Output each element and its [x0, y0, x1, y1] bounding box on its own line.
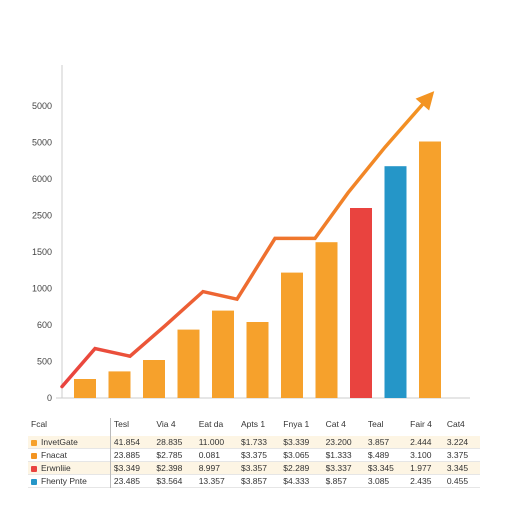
table-header-cell: Teal [367, 419, 384, 429]
table-cell: $3.345 [367, 463, 394, 473]
table-cell: 23.885 [113, 450, 140, 460]
table-header-row: Fcal Tesl Via 4 Eat da Apts 1 Fnya 1 Cat 4 Teal… [28, 418, 480, 436]
trend-line [60, 99, 427, 389]
y-tick-labels: 0 500 600 1000 1500 2500 6000 5000 5000 [32, 101, 52, 403]
table-cell: $3.337 [325, 463, 352, 473]
table-cell: $2.398 [156, 463, 183, 473]
table-header-cell: Tesl [113, 419, 130, 429]
row-label-cell: Fhenty Pnte [28, 474, 111, 488]
table-cell: 2.435 [410, 476, 432, 486]
bar [74, 379, 96, 398]
y-tick-label: 5000 [32, 101, 52, 111]
table-cell: $3.375 [240, 450, 267, 460]
table-body: InvetGate 41.854 28.835 11.000 $1.733 $3.339 2… [28, 436, 480, 488]
table-cell: $3.065 [283, 450, 310, 460]
table-cell: $2.289 [283, 463, 310, 473]
table-cell: 0.455 [446, 476, 469, 486]
table-header-cell: Cat 4 [325, 419, 346, 429]
table-cell: 3.100 [410, 450, 432, 460]
table-header-cell: Apts 1 [240, 419, 266, 429]
table-cell: $.857 [325, 476, 347, 486]
row-label: Fhenty Pnte [41, 476, 87, 486]
legend-swatch [31, 465, 37, 472]
table-cell: 23.485 [113, 476, 140, 486]
bar [177, 329, 200, 398]
table-cell: $3.339 [283, 437, 310, 447]
table-cell: 11.000 [198, 437, 225, 447]
bar [350, 208, 372, 398]
table-cell: 3.224 [446, 437, 469, 447]
table-row: Fhenty Pnte 23.485 $3.564 13.357 $3.857 $4.33… [28, 474, 480, 488]
y-tick-label: 6000 [32, 174, 52, 184]
y-tick-label: 600 [37, 320, 52, 330]
table-cell: 3.857 [367, 437, 390, 447]
table-header-cell: Via 4 [156, 419, 176, 429]
table-cell: 1.977 [410, 463, 432, 473]
table-row: Erwnliie $3.349 $2.398 8.997 $3.357 $2.289 $3.… [28, 461, 480, 475]
table-cell: $2.785 [156, 450, 183, 460]
table-cell: 3.375 [446, 450, 469, 460]
table-header-cell: Fcal [28, 418, 111, 436]
table-cell: 28.835 [156, 437, 183, 447]
table-header-cell: Eat da [198, 419, 224, 429]
table-header-cell: Fnya 1 [283, 419, 310, 429]
y-tick-label: 1000 [32, 284, 52, 294]
bar [108, 371, 131, 398]
row-label: InvetGate [41, 437, 78, 447]
bar [143, 360, 165, 398]
table-cell: $3.564 [156, 476, 183, 486]
table-cell: 13.357 [198, 476, 225, 486]
table-row: Fnacat 23.885 $2.785 0.081 $3.375 $3.065 $1.33… [28, 448, 480, 462]
bar [281, 272, 303, 398]
table-cell: $3.357 [240, 463, 267, 473]
legend-swatch [31, 478, 37, 485]
data-table: Fcal Tesl Via 4 Eat da Apts 1 Fnya 1 Cat 4 Teal… [28, 418, 480, 488]
table-cell: 23.200 [325, 437, 352, 447]
table-cell: $1.333 [325, 450, 352, 460]
row-label-cell: InvetGate [28, 436, 111, 449]
row-label-cell: Fnacat [28, 448, 111, 462]
trend-arrow-head [415, 91, 435, 111]
table-cell: 8.997 [198, 463, 220, 473]
table-cell: 3.085 [367, 476, 390, 486]
table-cell: $4.333 [283, 476, 310, 486]
row-label: Fnacat [41, 450, 67, 460]
bar [419, 141, 441, 398]
table-header-cell: Fair 4 [410, 419, 432, 429]
row-label: Erwnliie [41, 463, 71, 473]
table-row: InvetGate 41.854 28.835 11.000 $1.733 $3.339 2… [28, 436, 480, 449]
table-cell: $.489 [367, 450, 390, 460]
table-cell: 3.345 [446, 463, 469, 473]
trend-line-group [60, 91, 435, 389]
y-tick-label: 500 [37, 357, 52, 367]
row-label-cell: Erwnliie [28, 461, 111, 475]
table-cell: $3.857 [240, 476, 267, 486]
bar [246, 322, 269, 398]
table-cell: 41.854 [113, 437, 140, 447]
table-cell: $1.733 [240, 437, 267, 447]
y-tick-label: 5000 [32, 138, 52, 148]
bar [212, 310, 234, 398]
table-cell: 0.081 [198, 450, 220, 460]
y-tick-label: 0 [47, 393, 52, 403]
legend-swatch [31, 452, 37, 459]
table-header-cell: Cat4 [446, 419, 465, 429]
table-cell: $3.349 [113, 463, 140, 473]
legend-swatch [31, 439, 37, 446]
bars [74, 141, 441, 398]
y-tick-label: 1500 [32, 247, 52, 257]
y-tick-label: 2500 [32, 211, 52, 221]
table-cell: 2.444 [410, 437, 432, 447]
bar [384, 166, 407, 398]
bar [315, 242, 338, 398]
